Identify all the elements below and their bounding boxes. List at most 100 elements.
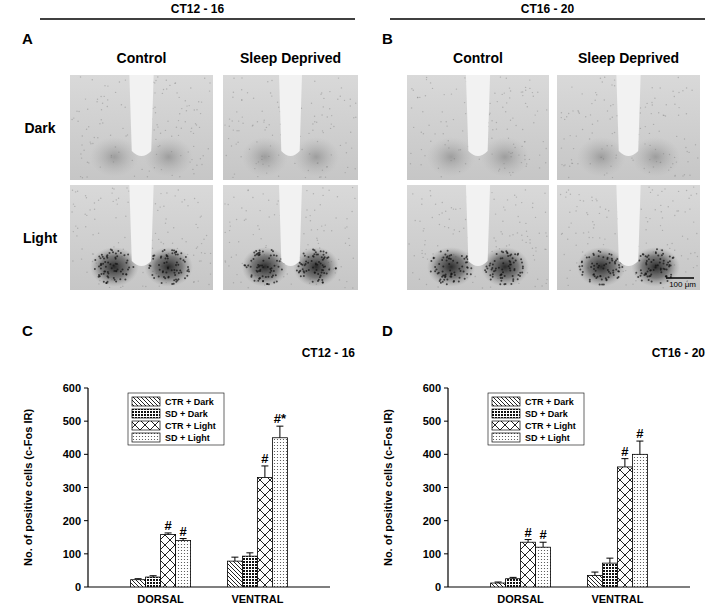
cell xyxy=(166,254,168,256)
speckle xyxy=(525,103,526,104)
speckle xyxy=(596,200,597,201)
speckle xyxy=(98,233,99,234)
cell xyxy=(173,279,175,281)
speckle xyxy=(493,237,494,238)
cell xyxy=(112,251,114,253)
cell xyxy=(650,261,652,263)
cell xyxy=(665,275,667,277)
cell xyxy=(262,280,264,282)
speckle xyxy=(537,279,538,280)
cell xyxy=(608,276,610,278)
speckle xyxy=(689,208,690,209)
speckle xyxy=(94,209,95,210)
speckle xyxy=(155,233,156,234)
y-tick xyxy=(84,454,88,455)
panel-letter: A xyxy=(22,30,33,47)
cell xyxy=(605,263,607,265)
cell xyxy=(653,269,655,271)
cell xyxy=(470,267,472,269)
cell xyxy=(508,265,510,267)
speckle xyxy=(113,201,114,202)
speckle xyxy=(521,202,522,203)
speckle xyxy=(271,95,272,96)
speckle xyxy=(687,151,688,152)
speckle xyxy=(696,193,697,194)
speckle xyxy=(495,213,496,214)
bar-chart: DCT16 - 20No. of positive cells (c-Fos I… xyxy=(382,322,705,605)
cell xyxy=(607,257,609,259)
cell xyxy=(253,258,255,260)
speckle xyxy=(529,88,530,89)
speckle xyxy=(245,219,246,220)
cell xyxy=(171,269,173,271)
cell xyxy=(499,283,501,285)
speckle xyxy=(561,112,562,113)
cell xyxy=(442,271,444,273)
speckle xyxy=(100,96,101,97)
speckle xyxy=(237,142,238,143)
cell xyxy=(592,274,594,276)
speckle xyxy=(107,99,108,100)
legend: CTR + DarkSD + DarkCTR + LightSD + Light xyxy=(128,393,224,445)
speckle xyxy=(688,152,689,153)
cell xyxy=(504,275,506,277)
speckle xyxy=(612,133,613,134)
cell xyxy=(117,250,119,252)
speckle xyxy=(196,109,197,110)
y-axis-label: No. of positive cells (c-Fos IR) xyxy=(22,409,34,566)
y-tick-label: 500 xyxy=(423,415,441,427)
speckle xyxy=(76,111,77,112)
cell xyxy=(308,269,310,271)
cell xyxy=(660,271,662,273)
speckle xyxy=(241,100,242,101)
cell xyxy=(328,269,330,271)
cell xyxy=(116,263,118,265)
cell xyxy=(492,273,494,275)
speckle xyxy=(681,255,682,256)
cell xyxy=(495,267,497,269)
speckle xyxy=(671,243,672,244)
speckle xyxy=(529,79,530,80)
speckle xyxy=(585,116,586,117)
cell xyxy=(456,262,458,264)
cell xyxy=(120,271,122,273)
cell xyxy=(515,260,517,262)
speckle xyxy=(195,224,196,225)
speckle xyxy=(496,122,497,123)
cell xyxy=(316,254,318,256)
speckle xyxy=(85,226,86,227)
speckle xyxy=(311,229,312,230)
chart-title: CT12 - 16 xyxy=(302,346,356,360)
speckle xyxy=(546,109,547,110)
speckle xyxy=(660,205,661,206)
speckle xyxy=(331,115,332,116)
speckle xyxy=(496,246,497,247)
speckle xyxy=(97,99,98,100)
speckle xyxy=(322,187,323,188)
speckle xyxy=(525,87,526,88)
speckle xyxy=(194,109,195,110)
error-bar xyxy=(180,539,187,541)
speckle xyxy=(668,206,669,207)
cell xyxy=(171,283,173,285)
error-bar xyxy=(261,466,268,478)
cell xyxy=(102,256,104,258)
y-tick xyxy=(444,553,448,554)
cell xyxy=(103,281,105,283)
tissue xyxy=(223,75,358,180)
micrograph xyxy=(70,185,213,290)
speckle xyxy=(86,176,87,177)
cell xyxy=(500,277,502,279)
speckle xyxy=(444,94,445,95)
speckle xyxy=(271,80,272,81)
speckle xyxy=(571,159,572,160)
cell xyxy=(490,279,492,281)
error-cap xyxy=(246,552,253,553)
cell xyxy=(98,266,100,268)
bar-chart: CCT12 - 16No. of positive cells (c-Fos I… xyxy=(22,322,355,605)
y-tick-label: 300 xyxy=(423,482,441,494)
cell xyxy=(640,275,642,277)
cell xyxy=(463,271,465,273)
cell xyxy=(512,257,514,259)
speckle xyxy=(657,195,658,196)
